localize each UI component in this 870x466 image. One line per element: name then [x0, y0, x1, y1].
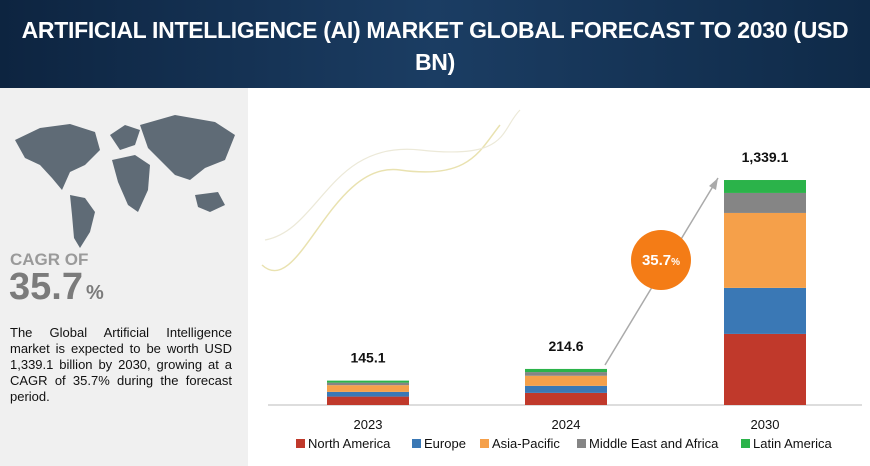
bar-segment [525, 392, 607, 405]
total-label: 214.6 [548, 338, 583, 354]
bar-segment [525, 385, 607, 393]
bar-segment [724, 287, 806, 334]
bar-segment [327, 380, 409, 383]
decor-curve [261, 124, 501, 272]
bar-segment [327, 391, 409, 397]
bar-segment [724, 212, 806, 288]
description: The Global Artificial Intelligence marke… [10, 325, 232, 404]
total-label: 145.1 [350, 350, 385, 366]
legend-label: Europe [424, 436, 466, 451]
legend-swatch [412, 439, 421, 448]
legend-swatch [480, 439, 489, 448]
bubble-unit: % [671, 257, 680, 268]
bar-segment [724, 333, 806, 405]
bar-segment [327, 396, 409, 405]
cagr-label: CAGR OF [10, 250, 89, 269]
decor-curve [264, 109, 521, 241]
bar-segment [525, 368, 607, 373]
growth-bubble [631, 230, 691, 290]
x-tick-label: 2030 [751, 417, 780, 432]
legend-swatch [741, 439, 750, 448]
title: ARTIFICIAL INTELLIGENCE (AI) MARKET GLOB… [21, 17, 849, 75]
x-tick-label: 2023 [354, 417, 383, 432]
total-label: 1,339.1 [742, 149, 789, 165]
bar-segment [327, 382, 409, 386]
legend-label: Asia-Pacific [492, 436, 560, 451]
arrow-head [709, 178, 718, 190]
legend-swatch [577, 439, 586, 448]
bar-segment [724, 180, 806, 193]
bar-segment [724, 192, 806, 213]
bar-segment [327, 385, 409, 392]
legend-label: North America [308, 436, 391, 451]
cagr: 35.7% [9, 266, 104, 309]
x-tick-label: 2024 [552, 417, 581, 432]
cagr-value: 35.7 [9, 266, 83, 308]
bar-segment [525, 372, 607, 376]
legend-label: Middle East and Africa [589, 436, 719, 451]
cagr-unit: % [85, 282, 104, 304]
world-map [15, 115, 235, 248]
legend-label: Latin America [753, 436, 833, 451]
bar-segment [525, 375, 607, 386]
bubble-value: 35.7 [642, 252, 671, 269]
legend-swatch [296, 439, 305, 448]
header-banner [0, 0, 870, 88]
growth-bubble-text: 35.7% [642, 252, 680, 269]
